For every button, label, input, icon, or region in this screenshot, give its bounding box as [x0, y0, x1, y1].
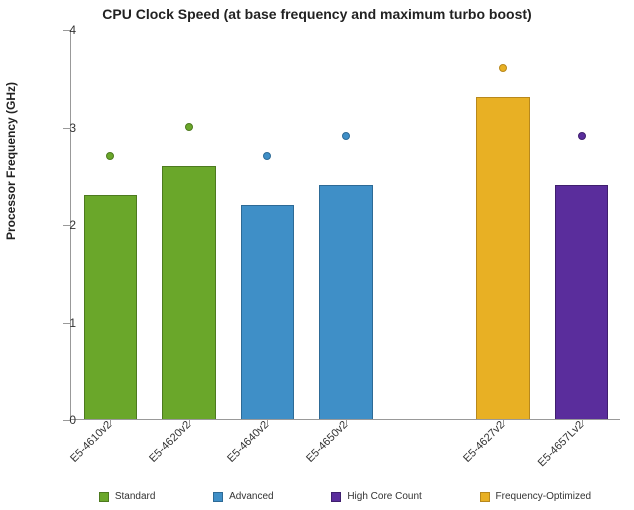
y-tick-label: 2 [69, 218, 76, 232]
x-tick-label: E5-4657Lv2 [507, 419, 586, 498]
legend-item: High Core Count [331, 491, 421, 502]
y-tick-label: 3 [69, 121, 76, 135]
turbo-dot [185, 123, 193, 131]
y-axis-label: Processor Frequency (GHz) [4, 82, 18, 240]
legend-label: Standard [115, 491, 156, 502]
bar [84, 195, 137, 419]
legend-item: Advanced [213, 491, 273, 502]
chart-title: CPU Clock Speed (at base frequency and m… [0, 6, 634, 22]
legend: Standard Advanced High Core Count Frequency… [70, 491, 620, 502]
turbo-dot [499, 64, 507, 72]
turbo-dot [263, 152, 271, 160]
x-tick-label: E5-4620v2 [114, 419, 193, 498]
turbo-dot [106, 152, 114, 160]
y-tick-label: 4 [69, 23, 76, 37]
legend-swatch [213, 492, 223, 502]
legend-label: Frequency-Optimized [496, 491, 592, 502]
x-tick-label: E5-4627v2 [428, 419, 507, 498]
plot-area: E5-4610v2E5-4620v2E5-4640v2E5-4650v2E5-4… [70, 30, 620, 420]
legend-label: High Core Count [347, 491, 421, 502]
legend-label: Advanced [229, 491, 273, 502]
legend-item: Frequency-Optimized [480, 491, 592, 502]
legend-swatch [99, 492, 109, 502]
legend-item: Standard [99, 491, 156, 502]
x-tick-label: E5-4610v2 [35, 419, 114, 498]
bar [162, 166, 215, 420]
bar [555, 185, 608, 419]
legend-swatch [331, 492, 341, 502]
bar [319, 185, 372, 419]
y-tick-label: 1 [69, 316, 76, 330]
bar [476, 97, 529, 419]
legend-swatch [480, 492, 490, 502]
x-tick-label: E5-4640v2 [192, 419, 271, 498]
x-tick-label: E5-4650v2 [271, 419, 350, 498]
y-tick-label: 0 [69, 413, 76, 427]
turbo-dot [578, 132, 586, 140]
turbo-dot [342, 132, 350, 140]
bar [241, 205, 294, 420]
